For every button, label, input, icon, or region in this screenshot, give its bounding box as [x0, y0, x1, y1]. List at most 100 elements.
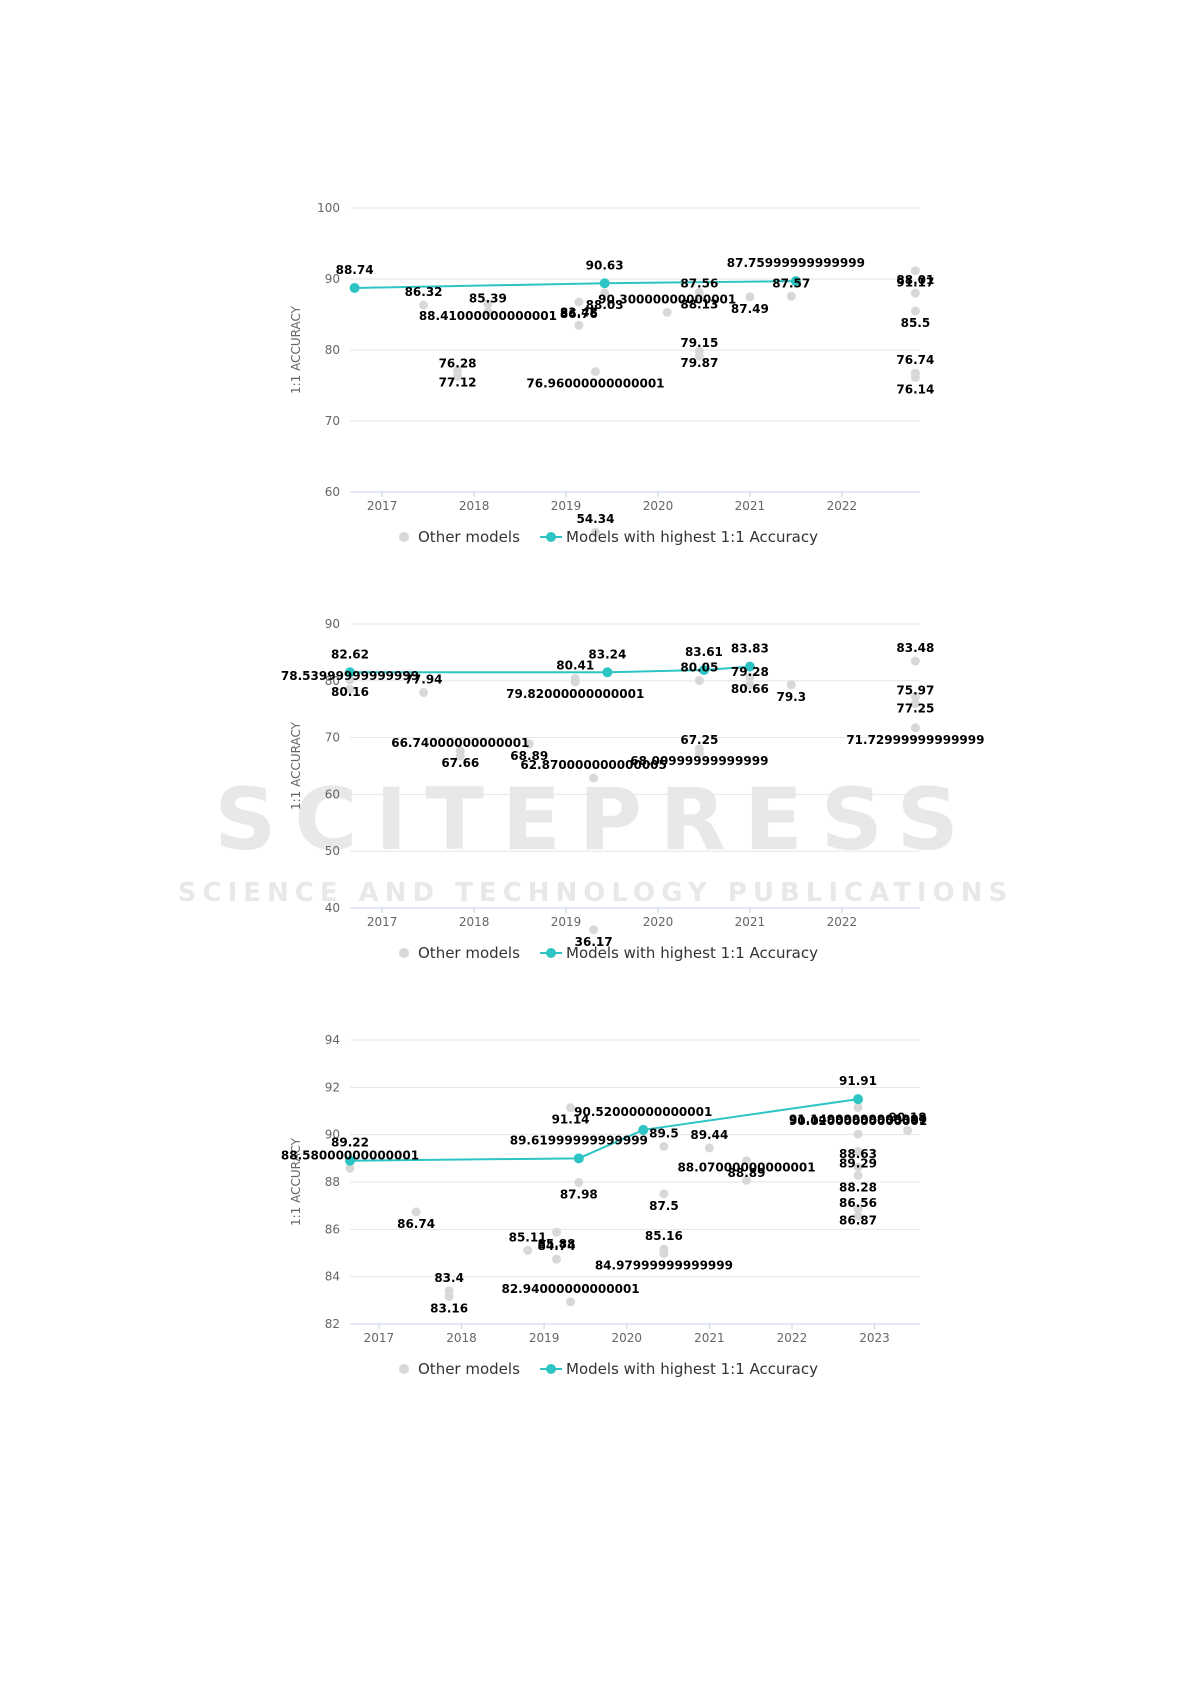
chart-3-best-data-label: 91.91	[839, 1074, 877, 1088]
chart-1-best-model-point	[349, 282, 360, 293]
chart-1-legend-other-marker	[399, 532, 409, 542]
chart-1-best-data-label: 90.63	[586, 258, 624, 272]
chart-2-x-tick-label: 2017	[367, 915, 398, 929]
chart-3-data-label: 86.56	[839, 1196, 877, 1210]
chart-3-data-label: 86.74	[397, 1217, 435, 1231]
chart-1-x-tick-label: 2020	[643, 499, 674, 513]
chart-1-other-model-point	[694, 291, 704, 301]
chart-3-x-tick-label: 2018	[446, 1331, 477, 1345]
chart-2-legend-other-label: Other models	[418, 944, 520, 962]
chart-1-data-label: 83.48	[560, 305, 598, 319]
chart-2-other-model-point	[786, 680, 796, 690]
chart-1-legend-best-marker	[546, 532, 556, 542]
chart-3-data-label: 88.58000000000001	[281, 1148, 419, 1162]
chart-3-data-label: 89.29	[839, 1156, 877, 1170]
chart-1-other-model-point	[590, 367, 600, 377]
chart-2-legend-best-label: Models with highest 1:1 Accuracy	[566, 944, 818, 962]
chart-3-legend-best-marker	[546, 1364, 556, 1374]
chart-3-best-data-label: 90.52000000000001	[574, 1105, 712, 1119]
chart-2-other-model-point	[524, 739, 534, 749]
chart-3-best-model-point	[853, 1094, 864, 1105]
chart-2-other-model-point	[910, 691, 920, 701]
chart-2-data-label: 75.97	[896, 684, 934, 698]
chart-2-x-tick-label: 2018	[459, 915, 490, 929]
chart-1-other-model-point	[786, 291, 796, 301]
chart-1-x-tick-label: 2019	[551, 499, 582, 513]
chart-1-data-label: 85.39	[469, 292, 507, 306]
chart-3-x-tick-label: 2019	[529, 1331, 560, 1345]
chart-3-data-label: 83.16	[430, 1302, 468, 1316]
chart-1-y-axis-title: 1:1 ACCURACY	[289, 305, 303, 394]
chart-1-data-label: 87.56	[680, 276, 718, 290]
chart-1-x-tick-label: 2021	[735, 499, 766, 513]
chart-2-data-label: 71.72999999999999	[846, 733, 984, 747]
chart-1-data-label: 85.5	[901, 316, 931, 330]
chart-2-data-label: 80.41	[556, 658, 594, 672]
chart-2-data-label: 79.3	[776, 690, 806, 704]
chart-3-other-model-point	[903, 1125, 913, 1135]
chart-1-legend-other-label: Other models	[418, 528, 520, 546]
chart-3-other-model-point	[574, 1177, 584, 1187]
chart-2-x-tick-label: 2019	[551, 915, 582, 929]
chart-2-best-data-label: 83.24	[588, 647, 626, 661]
chart-2-best-data-label: 83.83	[731, 642, 769, 656]
chart-3-best-model-point	[345, 1155, 355, 1166]
chart-1-data-label: 76.14	[896, 382, 934, 396]
chart-1-data-label: 54.34	[576, 512, 614, 526]
chart-3-other-model-point	[566, 1297, 576, 1307]
chart-1-y-tick-label: 90	[325, 272, 340, 286]
chart-3-data-label: 88.28	[839, 1180, 877, 1194]
chart-2-other-model-point	[345, 675, 355, 685]
chart-2-data-label: 79.28	[731, 665, 769, 679]
chart-2-data-label: 80.05	[680, 661, 718, 675]
chart-2-other-model-point	[910, 723, 920, 733]
chart-2-y-axis-title: 1:1 ACCURACY	[289, 721, 303, 810]
chart-1-other-model-point	[419, 300, 429, 310]
chart-3-data-label: 87.5	[649, 1199, 679, 1213]
chart-3-other-model-point	[742, 1175, 752, 1185]
chart-2-other-model-point	[694, 676, 704, 686]
chart-3-y-tick-label: 82	[325, 1317, 340, 1331]
chart-3-other-model-point	[853, 1129, 863, 1139]
chart-3-x-tick-label: 2023	[859, 1331, 890, 1345]
chart-2-legend-best-marker	[546, 948, 556, 958]
chart-3-y-tick-label: 88	[325, 1175, 340, 1189]
chart-2-y-tick-label: 60	[325, 787, 340, 801]
chart-1-legend-best-label: Models with highest 1:1 Accuracy	[566, 528, 818, 546]
chart-1-data-label: 88.01	[896, 273, 934, 287]
chart-1-x-tick-label: 2017	[367, 499, 398, 513]
chart-3-other-model-point	[853, 1170, 863, 1180]
chart-3-data-label: 85.16	[645, 1229, 683, 1243]
chart-2-other-model-point	[745, 680, 755, 690]
chart-2-best-series-line	[350, 665, 750, 674]
chart-2-data-label: 80.16	[331, 685, 369, 699]
chart-2-other-model-point	[910, 699, 920, 709]
chart-2-y-tick-label: 40	[325, 901, 340, 915]
chart-1-other-model-point	[910, 372, 920, 382]
chart-3-data-label: 83.4	[434, 1271, 464, 1285]
chart-3-data-label: 89.44	[690, 1128, 728, 1142]
chart-3-other-model-point	[853, 1204, 863, 1214]
chart-3-legend-other-marker	[399, 1364, 409, 1374]
chart-3-data-label: 84.74	[538, 1239, 576, 1253]
chart-3-other-model-point	[552, 1227, 562, 1237]
chart-3-other-model-point	[659, 1142, 669, 1151]
accuracy-chart-3: 82 84 86 88 90 92 94 2017 2018 2019 2020 2021 2022 20…	[281, 1033, 927, 1378]
chart-1-best-data-label: 87.75999999999999	[727, 256, 865, 270]
chart-2-other-model-point	[455, 751, 465, 761]
chart-2-other-model-point	[745, 672, 755, 682]
chart-3-other-model-point	[444, 1292, 454, 1302]
chart-1-data-label: 88.41000000000001	[419, 309, 557, 323]
chart-3-y-tick-label: 92	[325, 1080, 340, 1094]
chart-3-other-model-point	[552, 1254, 562, 1264]
chart-3-best-model-point	[638, 1124, 649, 1135]
chart-3-other-model-point	[659, 1189, 669, 1199]
chart-3-y-tick-label: 90	[325, 1128, 340, 1142]
chart-2-data-label: 62.870000000000005	[520, 758, 667, 772]
chart-2-data-label: 68.00999999999999	[630, 754, 768, 768]
chart-3-data-label: 91.14999999999999	[789, 1112, 927, 1126]
chart-3-data-label: 91.14	[552, 1113, 590, 1127]
chart-3-data-label: 86.87	[839, 1214, 877, 1228]
chart-2-data-label: 68.89	[510, 749, 548, 763]
chart-1-other-model-point	[600, 288, 610, 298]
